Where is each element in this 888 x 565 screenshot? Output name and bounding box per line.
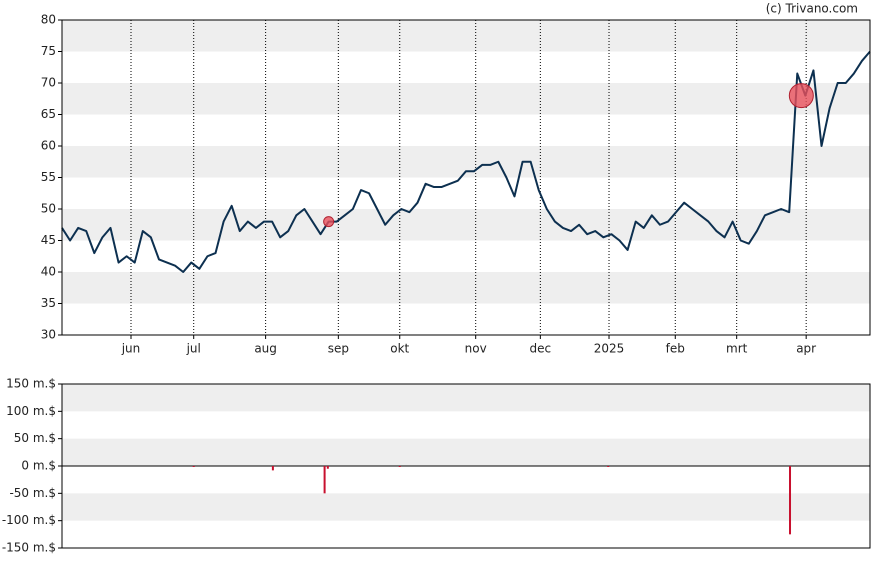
y-tick-label: 0 m.$ — [21, 459, 56, 473]
credit: (c) Trivano.com — [766, 2, 858, 16]
grid-band — [62, 83, 870, 115]
y-tick-label: 40 — [41, 265, 56, 279]
trade-marker — [323, 216, 335, 228]
price-line — [61, 50, 871, 273]
x-tick-label: aug — [254, 342, 277, 356]
y-tick-label: 55 — [41, 170, 56, 184]
y-tick-label: -150 m.$ — [2, 541, 56, 555]
x-tick-label: apr — [796, 342, 816, 356]
plot-frame — [61, 19, 871, 336]
grid-band — [62, 272, 870, 304]
y-tick-label: 100 m.$ — [6, 404, 56, 418]
grid-band — [62, 209, 870, 241]
grid-band — [62, 20, 870, 52]
x-tick-label: dec — [530, 342, 552, 356]
bar — [192, 466, 195, 467]
bar — [326, 466, 329, 469]
y-tick-label: 45 — [41, 233, 56, 247]
y-tick-label: 80 — [41, 13, 56, 27]
y-tick-label: 150 m.$ — [6, 377, 56, 391]
trade-marker — [788, 83, 814, 109]
y-tick-label: 50 m.$ — [14, 431, 56, 445]
bar — [323, 466, 326, 494]
y-tick-label: -100 m.$ — [2, 513, 56, 527]
y-tick-label: 75 — [41, 44, 56, 58]
grid-band — [62, 493, 870, 521]
grid-band — [62, 384, 870, 412]
y-tick-label: -50 m.$ — [9, 486, 56, 500]
y-tick-label: 50 — [41, 202, 56, 216]
x-tick-label: 2025 — [594, 342, 625, 356]
y-tick-label: 70 — [41, 76, 56, 90]
y-tick-label: 60 — [41, 139, 56, 153]
y-tick-label: 65 — [41, 107, 56, 121]
grid-band — [62, 438, 870, 466]
y-tick-label: 35 — [41, 296, 56, 310]
x-tick-label: jul — [186, 342, 201, 356]
bar — [607, 466, 610, 467]
bar — [271, 466, 274, 471]
x-tick-label: mrt — [726, 342, 748, 356]
x-tick-label: feb — [666, 342, 685, 356]
y-tick-label: 30 — [41, 328, 56, 342]
bar — [789, 466, 792, 535]
x-tick-label: jun — [121, 342, 141, 356]
plot-frame — [61, 383, 871, 549]
x-tick-label: nov — [465, 342, 487, 356]
bar — [398, 466, 401, 467]
grid-band — [62, 146, 870, 178]
x-tick-label: sep — [328, 342, 349, 356]
x-tick-label: okt — [390, 342, 409, 356]
